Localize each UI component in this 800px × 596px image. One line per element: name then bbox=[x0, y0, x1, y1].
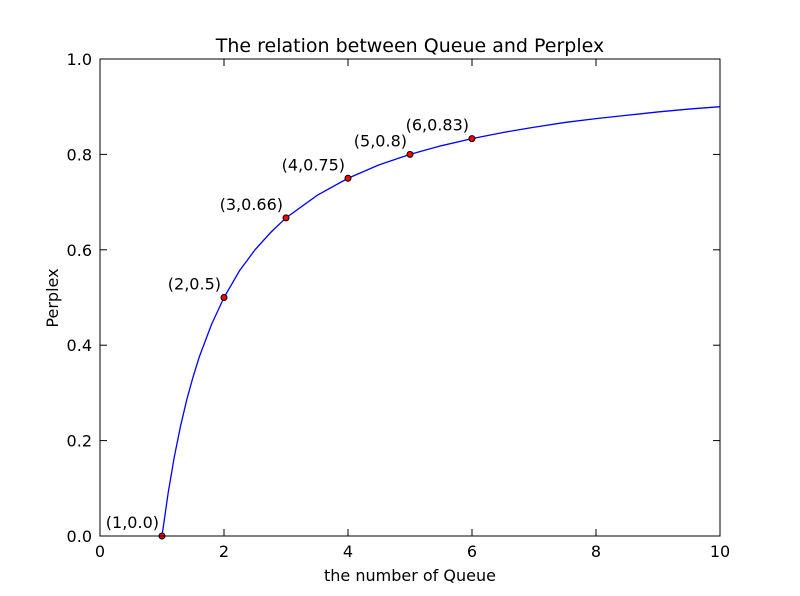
x-tick-label: 6 bbox=[467, 542, 477, 561]
data-point-label: (6,0.83) bbox=[406, 116, 469, 135]
data-point bbox=[406, 150, 414, 158]
plot-frame bbox=[99, 58, 721, 537]
data-point bbox=[344, 174, 352, 182]
y-tick-label: 0.8 bbox=[67, 145, 92, 164]
plot-area: 0 2 4 6 8 10 0.0 0.2 0.4 0.6 0.8 1.0 (1,0.0) (2,0.5) (… bbox=[67, 50, 731, 561]
x-tick-label: 10 bbox=[710, 542, 730, 561]
y-tick-label: 1.0 bbox=[67, 50, 92, 69]
data-point-label: (1,0.0) bbox=[106, 513, 159, 532]
x-tick-label: 0 bbox=[95, 542, 105, 561]
y-tick-label: 0.2 bbox=[67, 432, 92, 451]
y-tick-label: 0.6 bbox=[67, 241, 92, 260]
y-tick-label: 0.4 bbox=[67, 336, 92, 355]
data-point bbox=[468, 135, 476, 143]
data-point bbox=[282, 214, 290, 222]
data-point bbox=[220, 294, 228, 301]
x-tick-label: 8 bbox=[591, 542, 601, 561]
chart-title: The relation between Queue and Perplex bbox=[215, 35, 604, 57]
data-point-label: (4,0.75) bbox=[282, 155, 345, 174]
data-point-label: (2,0.5) bbox=[168, 275, 221, 294]
data-point-label: (5,0.8) bbox=[354, 131, 407, 150]
data-point-label: (3,0.66) bbox=[220, 195, 283, 214]
x-tick-label: 4 bbox=[343, 542, 353, 561]
y-axis-label: Perplex bbox=[43, 268, 62, 327]
x-tick-label: 2 bbox=[219, 542, 229, 561]
x-axis-label: the number of Queue bbox=[324, 566, 496, 585]
y-tick-label: 0.0 bbox=[67, 527, 92, 546]
series-line bbox=[161, 106, 721, 537]
